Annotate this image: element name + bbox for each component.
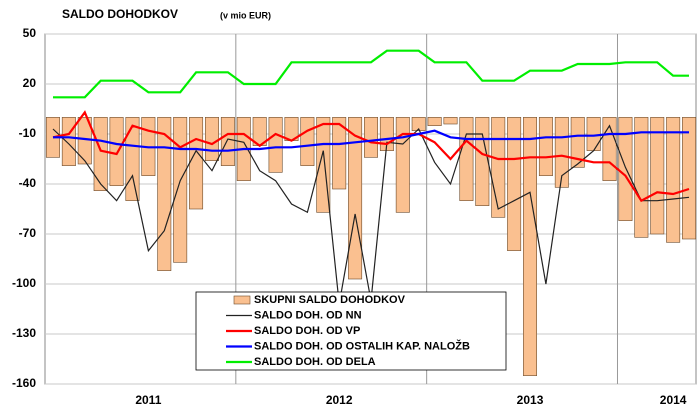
chart-subtitle: (v mio EUR) bbox=[220, 10, 271, 20]
y-tick-label: -160 bbox=[12, 376, 36, 390]
x-tick-label: 2011 bbox=[135, 393, 161, 407]
legend-swatch bbox=[233, 295, 251, 305]
bar bbox=[125, 117, 140, 201]
bar bbox=[475, 117, 490, 206]
y-tick-label: 50 bbox=[23, 26, 37, 40]
bar bbox=[395, 117, 410, 213]
bar bbox=[459, 117, 474, 201]
bar bbox=[507, 117, 522, 251]
bar bbox=[666, 117, 681, 243]
y-tick-label: -70 bbox=[19, 226, 37, 240]
x-tick-label: 2012 bbox=[326, 393, 353, 407]
bar bbox=[268, 117, 283, 173]
bar bbox=[586, 117, 601, 151]
bar bbox=[682, 117, 697, 240]
bar bbox=[427, 117, 442, 126]
y-tick-label: -10 bbox=[19, 126, 37, 140]
bar bbox=[300, 117, 315, 166]
x-tick-label: 2014 bbox=[660, 393, 687, 407]
legend-label: SALDO DOH. OD DELA bbox=[254, 356, 376, 368]
bar bbox=[650, 117, 665, 235]
line-series bbox=[53, 49, 689, 99]
x-tick-label: 2013 bbox=[517, 393, 544, 407]
bar bbox=[173, 117, 188, 263]
y-tick-label: 20 bbox=[23, 76, 37, 90]
bar bbox=[189, 117, 204, 210]
bar bbox=[554, 117, 569, 188]
line-series bbox=[52, 110, 690, 203]
y-tick-label: -100 bbox=[12, 276, 36, 290]
line-series bbox=[53, 129, 689, 152]
bar bbox=[332, 117, 347, 190]
y-tick-label: -40 bbox=[19, 176, 37, 190]
bar bbox=[348, 117, 363, 280]
legend-label: SALDO DOH. OD NN bbox=[254, 309, 362, 321]
bar bbox=[220, 117, 235, 166]
bar bbox=[634, 117, 649, 238]
bar bbox=[204, 117, 219, 161]
bar bbox=[491, 117, 506, 218]
bar bbox=[157, 117, 172, 271]
bar bbox=[523, 117, 538, 376]
bar bbox=[443, 117, 458, 125]
chart-title: SALDO DOHODKOV bbox=[62, 7, 178, 21]
legend-label: SALDO DOH. OD OSTALIH KAP. NALOŽB bbox=[254, 339, 470, 352]
bar bbox=[411, 117, 426, 131]
legend-label: SKUPNI SALDO DOHODKOV bbox=[254, 294, 406, 306]
bar bbox=[109, 117, 124, 186]
legend-label: SALDO DOH. OD VP bbox=[254, 325, 360, 337]
bar bbox=[61, 117, 76, 166]
bar bbox=[93, 117, 108, 191]
bar bbox=[538, 117, 553, 176]
bar bbox=[364, 117, 378, 158]
bar bbox=[570, 117, 585, 168]
y-tick-label: -130 bbox=[12, 326, 36, 340]
